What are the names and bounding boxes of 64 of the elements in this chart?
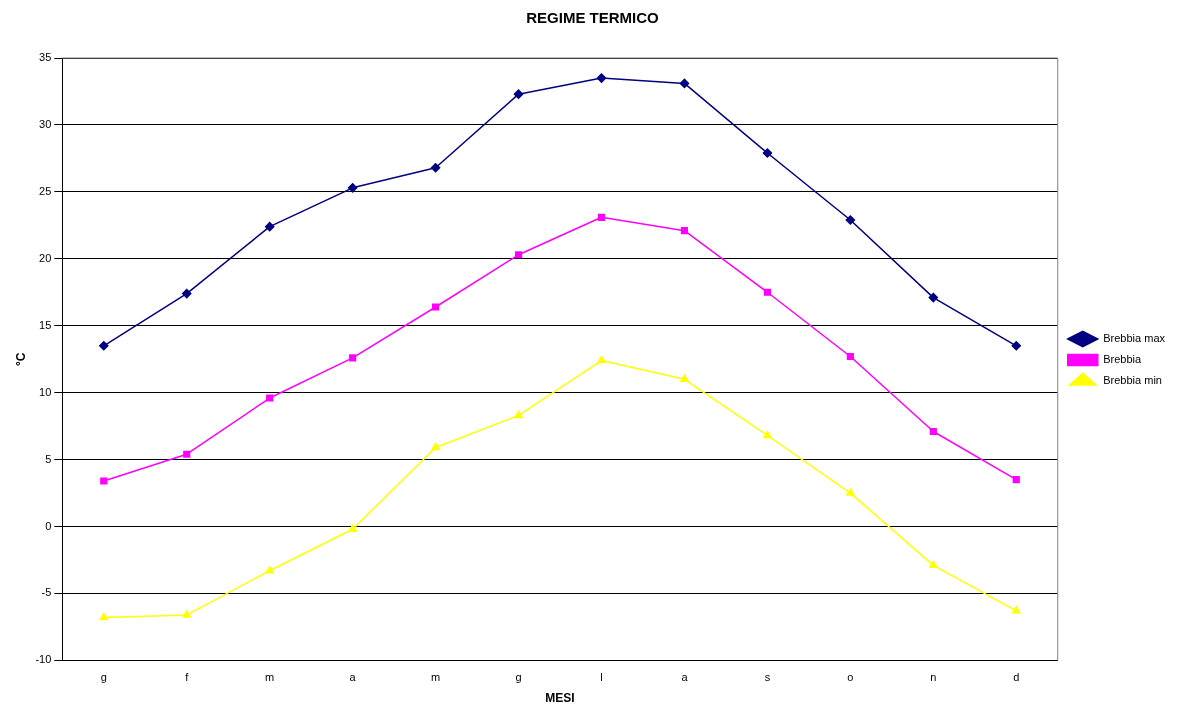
point — [597, 213, 606, 221]
point — [928, 292, 939, 303]
x-tick-label: a — [349, 671, 357, 684]
point — [430, 163, 441, 173]
point — [929, 560, 938, 569]
point — [1011, 341, 1022, 351]
point — [264, 221, 275, 232]
x-tick-label: m — [265, 671, 275, 684]
point — [348, 524, 357, 532]
x-tick-label: g — [100, 671, 107, 684]
point — [265, 565, 274, 574]
point — [182, 610, 191, 618]
x-tick-label: s — [764, 671, 771, 684]
legend-label: Brebbia max — [1103, 332, 1166, 345]
y-tick-label: 20 — [39, 251, 52, 264]
x-axis-title: MESI — [545, 691, 575, 706]
point — [762, 148, 773, 158]
y-tick-label: 0 — [45, 519, 52, 532]
y-tick-label: 10 — [39, 385, 52, 398]
point — [514, 251, 523, 259]
legend-label: Brebbia min — [1103, 374, 1162, 387]
point — [763, 288, 771, 296]
point — [266, 394, 274, 402]
point — [929, 427, 937, 436]
point — [514, 410, 523, 419]
point — [680, 374, 689, 383]
y-tick-label: -5 — [41, 586, 52, 599]
chart-title: REGIME TERMICO — [526, 9, 660, 27]
x-tick-label: o — [847, 671, 854, 684]
point — [846, 352, 854, 361]
x-tick-label: d — [1013, 671, 1020, 684]
x-tick-label: g — [515, 671, 522, 684]
x-tick-label: a — [681, 671, 689, 684]
legend-label: Brebbia — [1103, 353, 1143, 366]
y-tick-label: 25 — [39, 184, 52, 197]
point — [183, 450, 191, 458]
point — [99, 341, 109, 351]
x-tick-label: n — [930, 671, 937, 684]
y-tick-label: 15 — [39, 318, 52, 331]
point — [1012, 606, 1021, 614]
point — [846, 488, 855, 496]
point — [513, 89, 524, 99]
y-tick-label: 5 — [45, 452, 52, 465]
point — [763, 430, 772, 439]
x-tick-label: m — [431, 671, 441, 684]
point — [347, 183, 358, 193]
point — [181, 288, 192, 299]
point — [845, 215, 856, 225]
point — [431, 442, 440, 451]
point — [100, 477, 108, 485]
point — [432, 303, 440, 311]
point — [349, 354, 357, 362]
point — [679, 78, 690, 89]
y-axis-title: °C — [13, 352, 28, 366]
point — [680, 227, 689, 235]
y-tick-label: -10 — [35, 653, 52, 666]
point — [597, 355, 606, 364]
point — [99, 612, 108, 621]
x-tick-label: l — [600, 671, 603, 684]
y-tick-label: 30 — [39, 117, 52, 130]
x-tick-label: f — [185, 671, 190, 684]
y-tick-label: 35 — [39, 51, 52, 64]
point — [1012, 476, 1020, 484]
point — [596, 73, 607, 83]
